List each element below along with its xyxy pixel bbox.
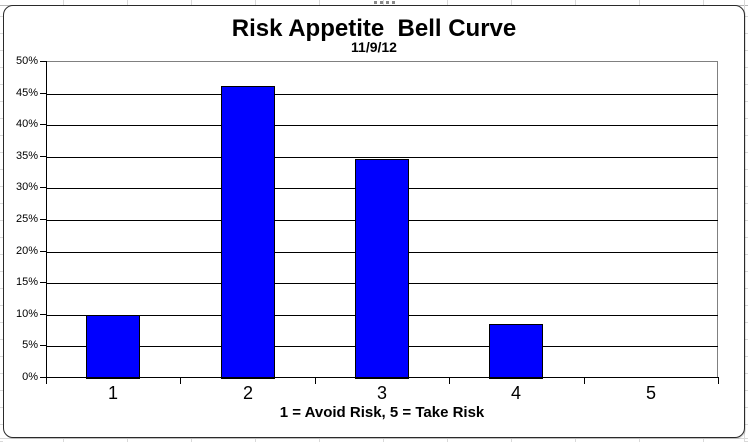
y-axis-tick <box>40 282 46 283</box>
y-axis-tick-label: 40% <box>15 118 38 130</box>
y-axis-tick <box>40 377 46 378</box>
bar-category-1[interactable] <box>86 315 140 379</box>
y-axis-tick-label: 20% <box>15 245 38 257</box>
y-axis-tick <box>40 314 46 315</box>
sheet-grid-bottom <box>0 438 748 442</box>
gridline <box>46 157 718 158</box>
x-axis-line <box>46 377 719 378</box>
x-axis-tick <box>315 378 316 384</box>
y-axis-tick <box>40 93 46 94</box>
y-axis-tick-label: 25% <box>15 213 38 225</box>
x-axis-tick <box>718 378 719 384</box>
y-axis-tick <box>40 156 46 157</box>
y-axis-tick <box>40 187 46 188</box>
y-axis-tick <box>40 345 46 346</box>
x-axis-tick <box>584 378 585 384</box>
x-category-label: 1 <box>107 383 118 403</box>
y-axis-tick-label: 50% <box>15 55 38 67</box>
y-axis-tick <box>40 124 46 125</box>
x-category-label: 2 <box>242 383 253 403</box>
y-axis-tick <box>40 219 46 220</box>
x-axis-title: 1 = Avoid Risk, 5 = Take Risk <box>279 404 485 421</box>
gridline <box>46 94 718 95</box>
x-category-label: 5 <box>645 383 656 403</box>
chart-subtitle: 11/9/12 <box>351 39 397 55</box>
chart-object[interactable]: Risk Appetite Bell Curve 11/9/12 0% 5% 10%… <box>3 5 745 438</box>
y-axis-tick-label: 30% <box>15 181 38 193</box>
plot-area <box>46 61 718 379</box>
y-axis-tick <box>40 251 46 252</box>
y-axis-tick-label: 45% <box>15 87 38 99</box>
y-axis-tick-label: 10% <box>15 308 38 320</box>
bar-category-3[interactable] <box>355 159 409 379</box>
x-category-label: 3 <box>376 383 387 403</box>
bar-category-4[interactable] <box>489 324 543 379</box>
bar-category-2[interactable] <box>221 86 275 379</box>
gridline <box>46 125 718 126</box>
y-axis-line <box>46 61 47 378</box>
y-axis-tick-label: 0% <box>22 371 38 383</box>
y-axis-tick-label: 5% <box>22 339 38 351</box>
y-axis-tick <box>40 61 46 62</box>
x-axis-tick <box>46 378 47 384</box>
chart-title: Risk Appetite Bell Curve <box>231 15 517 42</box>
x-axis-tick <box>180 378 181 384</box>
y-axis-tick-label: 35% <box>15 150 38 162</box>
sheet-grid-left <box>0 0 3 442</box>
y-axis-tick-label: 15% <box>15 276 38 288</box>
x-axis-tick <box>449 378 450 384</box>
x-category-label: 4 <box>510 383 521 403</box>
